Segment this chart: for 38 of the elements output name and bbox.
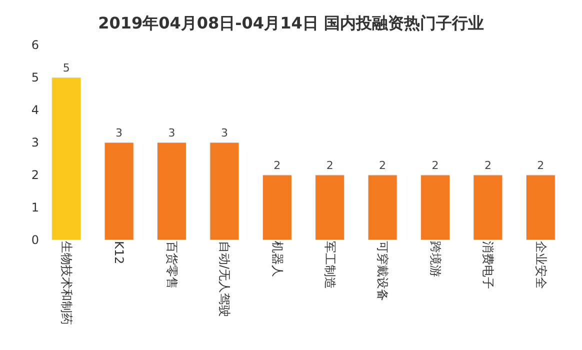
y-tick-label: 5 [31, 70, 39, 85]
y-tick-label: 3 [31, 136, 39, 150]
y-tick-label: 4 [31, 103, 39, 118]
bar [210, 142, 240, 240]
bar [420, 174, 450, 240]
x-tick-label: 可穿戴设备 [376, 241, 390, 301]
bar [526, 174, 556, 240]
x-tick-label: 机器人 [270, 241, 284, 277]
bar [52, 77, 82, 240]
data-label: 3 [116, 126, 123, 140]
y-tick-label: 1 [31, 200, 39, 215]
bar [473, 174, 503, 240]
bar [315, 174, 345, 240]
bar [104, 142, 134, 240]
x-tick-label: 企业安全 [534, 241, 548, 289]
y-tick-label: 2 [31, 168, 39, 182]
x-tick-label: 生物技术和制药 [59, 241, 74, 325]
bar [368, 174, 398, 240]
data-label: 2 [484, 159, 492, 172]
x-tick-label: 消费电子 [481, 241, 496, 289]
x-tick-label: K12 [112, 241, 126, 264]
x-tick-label: 百货零售 [164, 241, 179, 289]
data-label: 2 [432, 159, 439, 172]
data-label: 2 [379, 159, 386, 172]
bar [157, 142, 186, 240]
x-tick-label: 自动/无人驾驶 [218, 241, 232, 318]
chart-title: 2019年04月08日-04月14日 国内投融资热门子行业 [98, 14, 484, 33]
data-label: 2 [274, 159, 281, 172]
y-tick-label: 6 [31, 38, 39, 52]
y-tick-label: 0 [31, 233, 39, 248]
data-label: 2 [537, 159, 544, 172]
data-label: 3 [220, 126, 228, 140]
data-label: 5 [62, 62, 70, 74]
data-label: 3 [168, 126, 176, 140]
bar [262, 174, 292, 240]
x-tick-label: 军工制造 [322, 241, 337, 289]
data-label: 2 [326, 159, 334, 172]
x-tick-label: 跨境游 [428, 241, 442, 277]
